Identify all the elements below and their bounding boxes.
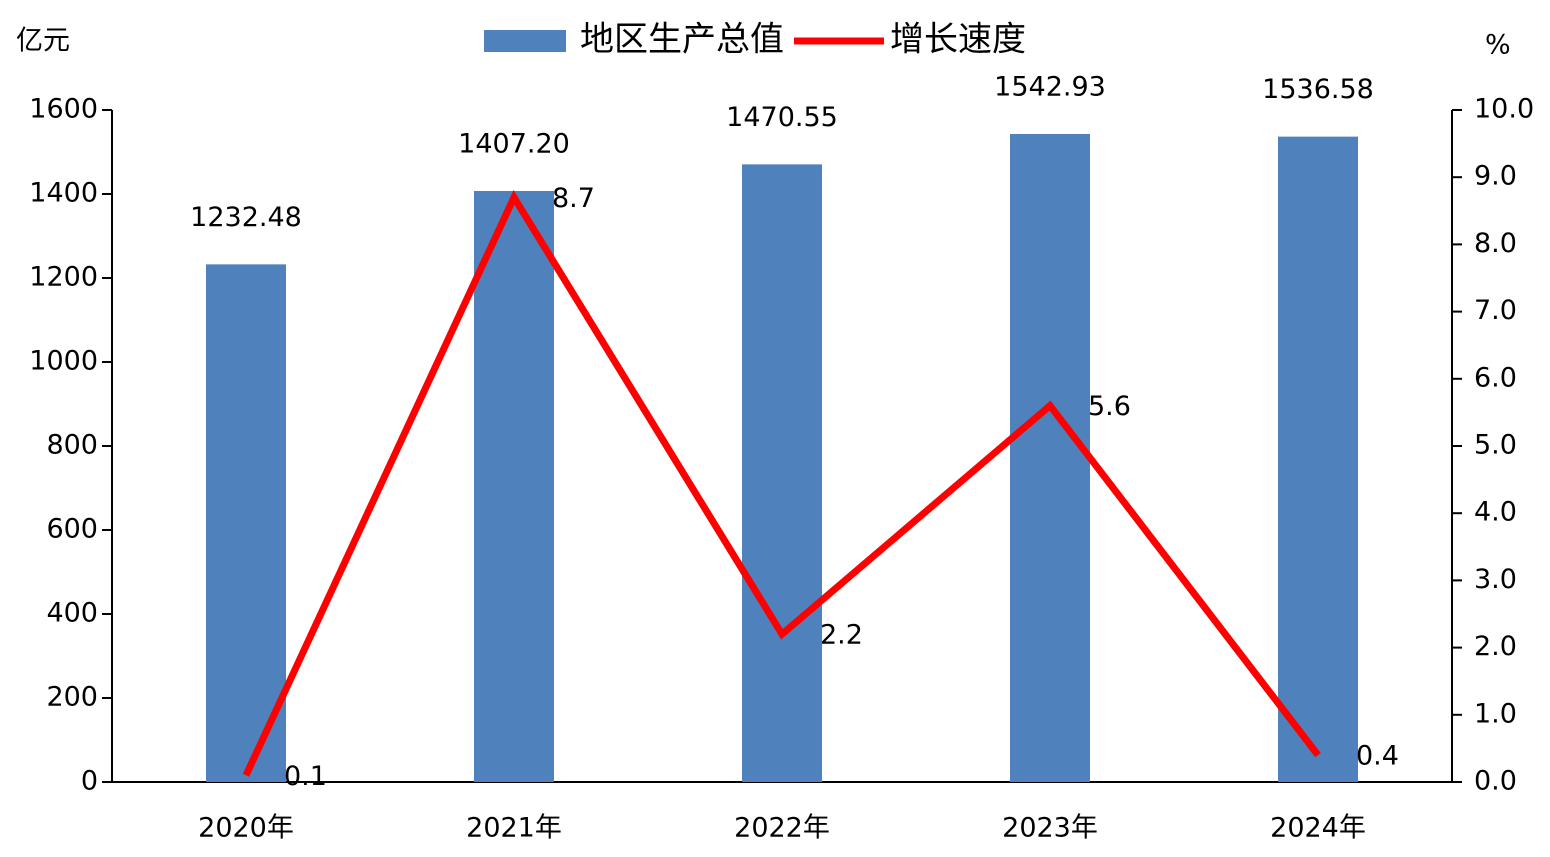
bar-value-label: 1536.58: [1262, 74, 1374, 105]
line-value-label: 0.1: [284, 761, 327, 792]
y2-tick-label: 0.0: [1474, 766, 1517, 797]
x-tick-label: 2023年: [1002, 813, 1098, 844]
y2-tick-label: 6.0: [1474, 362, 1517, 393]
bar: [206, 264, 286, 782]
y-tick-label: 1200: [29, 262, 98, 293]
y-tick-label: 0: [81, 766, 98, 797]
bar: [474, 190, 554, 782]
y2-tick-label: 5.0: [1474, 430, 1517, 461]
bar-value-label: 1232.48: [190, 202, 302, 233]
y2-tick-label: 3.0: [1474, 564, 1517, 595]
line-value-label: 0.4: [1356, 741, 1399, 772]
bar: [1278, 136, 1358, 782]
x-tick-label: 2021年: [466, 813, 562, 844]
bar-value-label: 1470.55: [726, 102, 838, 133]
line: [242, 189, 1321, 777]
legend-label: 地区生产总值: [580, 20, 784, 60]
bar-value-label: 1542.93: [994, 71, 1106, 102]
y-tick-label: 1600: [29, 94, 98, 125]
x-tick-label: 2020年: [198, 813, 294, 844]
bar: [1010, 133, 1090, 782]
line-value-label: 5.6: [1088, 391, 1131, 422]
y-tick-label: 1000: [29, 346, 98, 377]
y-tick-label: 600: [46, 514, 98, 545]
line-value-label: 8.7: [552, 183, 595, 214]
bar-value-label: 1407.20: [458, 128, 570, 159]
y2-tick-label: 4.0: [1474, 497, 1517, 528]
y2-tick-label: 9.0: [1474, 161, 1517, 192]
x-tick-label: 2022年: [734, 813, 830, 844]
y2-axis-label: %: [1485, 30, 1511, 61]
y-tick-label: 200: [46, 682, 98, 713]
y-tick-label: 1400: [29, 178, 98, 209]
legend-label: 增长速度: [890, 20, 1026, 60]
y-axis-label: 亿元: [16, 26, 70, 57]
y2-tick-label: 2.0: [1474, 631, 1517, 662]
legend-swatch: [484, 30, 566, 52]
y2-tick-label: 7.0: [1474, 295, 1517, 326]
y-tick-label: 800: [46, 430, 98, 461]
x-tick-label: 2024年: [1270, 813, 1366, 844]
y2-tick-label: 8.0: [1474, 228, 1517, 259]
y-tick-label: 400: [46, 598, 98, 629]
line-value-label: 2.2: [820, 620, 863, 651]
y2-tick-label: 10.0: [1474, 94, 1534, 125]
bar: [742, 164, 822, 782]
y2-tick-label: 1.0: [1474, 698, 1517, 729]
